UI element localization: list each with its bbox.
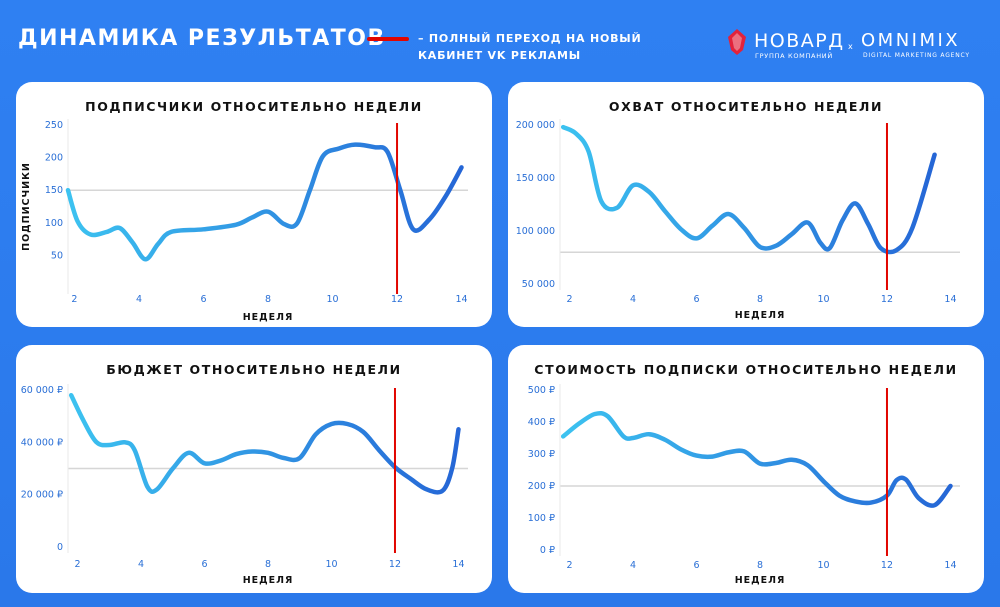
- y-tick-label: 200 ₽: [528, 481, 555, 492]
- chart-subscribers: 50 100 150 200 250 2 4 6 8 10 12 14 НЕДЕЛЯ ПОДПИСЧИКИ: [21, 119, 468, 323]
- y-axis-title: ПОДПИСЧИКИ: [21, 162, 32, 251]
- y-tick-label: 0: [57, 542, 63, 553]
- x-tick-label: 2: [75, 559, 81, 570]
- y-tick-label: 50: [51, 250, 63, 261]
- chart-reach: 50 000 100 000 150 000 200 000 2 4 6 8 10 12 14 НЕД…: [516, 119, 960, 321]
- chart-title: ПОДПИСЧИКИ ОТНОСИТЕЛЬНО НЕДЕЛИ: [85, 99, 423, 114]
- novard-logo-icon: [728, 29, 746, 55]
- y-tick-label: 40 000 ₽: [21, 437, 63, 448]
- x-tick-label: 10: [325, 559, 337, 570]
- omnimix-brand: OMNIMIX: [861, 30, 961, 51]
- x-tick-label: 6: [693, 294, 699, 305]
- series-line: [68, 392, 461, 495]
- x-tick-label: 4: [138, 559, 144, 570]
- x-tick-label: 2: [567, 560, 573, 571]
- y-tick-label: 100 ₽: [528, 513, 555, 524]
- y-tick-label: 300 ₽: [528, 449, 555, 460]
- x-tick-label: 14: [452, 559, 464, 570]
- x-tick-label: 4: [630, 560, 636, 571]
- x-axis-title: НЕДЕЛЯ: [243, 575, 294, 586]
- chart-card-cost: СТОИМОСТЬ ПОДПИСКИ ОТНОСИТЕЛЬНО НЕДЕЛИ 0…: [508, 345, 984, 593]
- y-tick-label: 150: [45, 185, 63, 196]
- x-tick-label: 10: [817, 560, 829, 571]
- x-tick-label: 6: [693, 560, 699, 571]
- x-tick-label: 4: [630, 294, 636, 305]
- chart-cost: 0 ₽ 100 ₽ 200 ₽ 300 ₽ 400 ₽ 500 ₽ 2 4 6 8 10 12 14 НЕ…: [528, 384, 960, 586]
- omnimix-subtitle: DIGITAL MARKETING AGENCY: [863, 52, 970, 59]
- series-line: [65, 142, 464, 262]
- x-tick-label: 14: [456, 294, 468, 305]
- y-tick-label: 50 000: [522, 279, 555, 290]
- x-tick-label: 12: [881, 560, 893, 571]
- x-tick-label: 8: [757, 294, 763, 305]
- series-line: [560, 124, 937, 255]
- x-tick-label: 4: [136, 294, 142, 305]
- chart-card-subscribers: ПОДПИСЧИКИ ОТНОСИТЕЛЬНО НЕДЕЛИ 50 100 150 2…: [16, 82, 492, 327]
- x-tick-label: 12: [391, 294, 403, 305]
- y-tick-label: 150 000: [516, 173, 555, 184]
- brand-logos: НОВАРД ГРУППА КОМПАНИЙ x OMNIMIX DIGITAL…: [724, 22, 984, 66]
- x-tick-label: 8: [265, 559, 271, 570]
- x-tick-label: 6: [200, 294, 206, 305]
- y-tick-label: 500 ₽: [528, 385, 555, 396]
- x-axis-title: НЕДЕЛЯ: [735, 575, 786, 586]
- y-tick-label: 200 000: [516, 120, 555, 131]
- chart-card-reach: ОХВАТ ОТНОСИТЕЛЬНО НЕДЕЛИ 50 000 100 000 1…: [508, 82, 984, 327]
- chart-title: БЮДЖЕТ ОТНОСИТЕЛЬНО НЕДЕЛИ: [106, 362, 402, 377]
- chart-budget: 0 20 000 ₽ 40 000 ₽ 60 000 ₽ 2 4 6 8 10 12 14 НЕДЕЛ…: [21, 384, 468, 586]
- x-axis-title: НЕДЕЛЯ: [735, 310, 786, 321]
- y-tick-label: 60 000 ₽: [21, 385, 63, 396]
- x-tick-label: 2: [567, 294, 573, 305]
- y-tick-label: 100: [45, 218, 63, 229]
- x-tick-label: 2: [71, 294, 77, 305]
- x-tick-label: 10: [817, 294, 829, 305]
- y-tick-label: 0 ₽: [540, 545, 555, 556]
- x-tick-label: 10: [326, 294, 338, 305]
- chart-title: ОХВАТ ОТНОСИТЕЛЬНО НЕДЕЛИ: [608, 99, 884, 114]
- brand-separator: x: [848, 42, 853, 51]
- y-tick-label: 400 ₽: [528, 417, 555, 428]
- x-tick-label: 14: [944, 560, 956, 571]
- series-line: [560, 410, 953, 508]
- x-tick-label: 8: [757, 560, 763, 571]
- legend-marker-line: [367, 37, 409, 41]
- x-tick-label: 12: [389, 559, 401, 570]
- x-axis-title: НЕДЕЛЯ: [243, 312, 294, 323]
- chart-title: СТОИМОСТЬ ПОДПИСКИ ОТНОСИТЕЛЬНО НЕДЕЛИ: [534, 362, 958, 377]
- y-tick-label: 100 000: [516, 226, 555, 237]
- novard-brand: НОВАРД: [754, 30, 845, 52]
- legend-note: – ПОЛНЫЙ ПЕРЕХОД НА НОВЫЙ КАБИНЕТ VK РЕК…: [418, 32, 642, 62]
- x-tick-label: 6: [201, 559, 207, 570]
- y-tick-label: 20 000 ₽: [21, 490, 63, 501]
- novard-subtitle: ГРУППА КОМПАНИЙ: [755, 52, 833, 60]
- page-title: ДИНАМИКА РЕЗУЛЬТАТОВ: [18, 26, 386, 51]
- x-tick-label: 8: [265, 294, 271, 305]
- x-tick-label: 12: [881, 294, 893, 305]
- y-tick-label: 200: [45, 153, 63, 164]
- chart-card-budget: БЮДЖЕТ ОТНОСИТЕЛЬНО НЕДЕЛИ 0 20 000 ₽ 40 0…: [16, 345, 492, 593]
- x-tick-label: 14: [944, 294, 956, 305]
- y-tick-label: 250: [45, 120, 63, 131]
